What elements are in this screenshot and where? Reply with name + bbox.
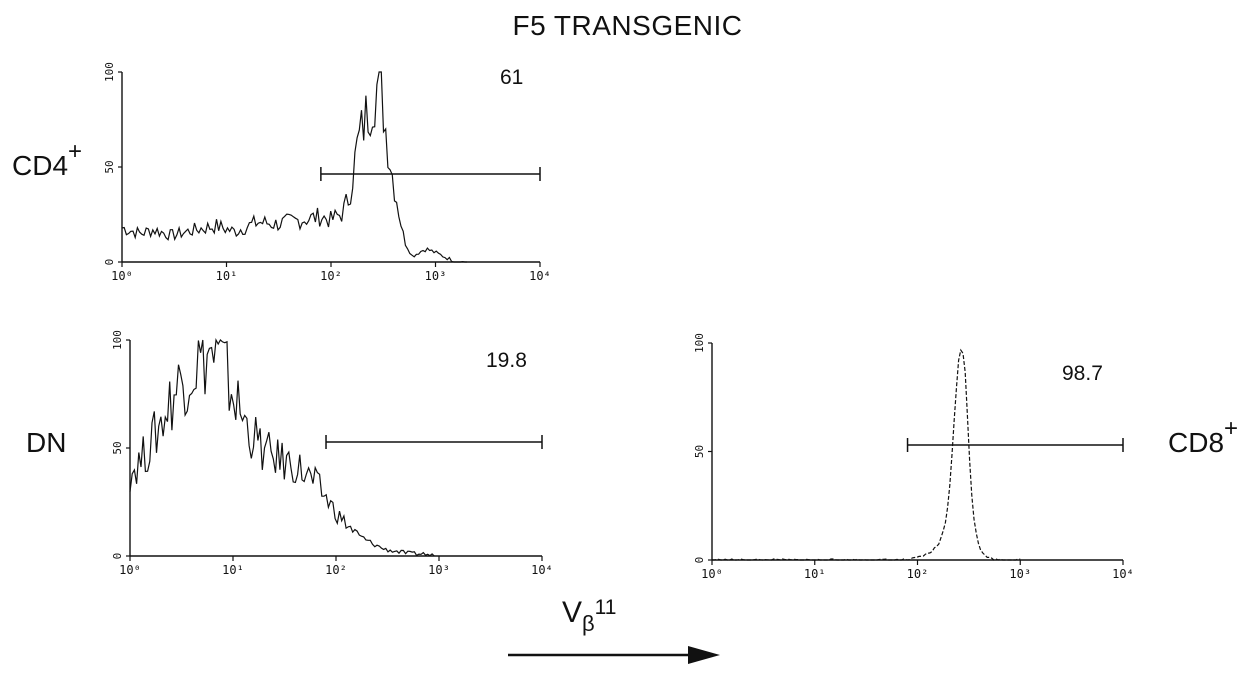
x-tick-label: 10³ <box>425 269 447 283</box>
x-tick-label: 10¹ <box>216 269 238 283</box>
histogram-trace <box>711 348 1021 561</box>
y-tick-label: 0 <box>111 553 124 560</box>
x-axis-label: Vβ11 <box>562 596 617 636</box>
y-tick-label: 100 <box>693 333 706 353</box>
x-tick-label: 10¹ <box>222 563 244 577</box>
percent-positive-cd8: 98.7 <box>1062 362 1103 385</box>
y-tick-label: 100 <box>103 62 116 82</box>
y-tick-label: 50 <box>693 445 706 458</box>
percent-positive-cd4: 61 <box>500 66 524 89</box>
y-tick-label: 0 <box>103 259 116 266</box>
arrow-head-icon <box>688 646 720 664</box>
histogram-panel-1: 0 50 100 10⁰ 10¹ 10² 10³ 10⁴ <box>111 330 553 577</box>
x-tick-label: 10³ <box>1009 567 1031 581</box>
x-tick-label: 10² <box>325 563 347 577</box>
x-tick-label: 10¹ <box>804 567 826 581</box>
panel-label-cd8: CD8+ <box>1168 415 1239 458</box>
x-tick-label: 10⁰ <box>111 269 133 283</box>
x-tick-label: 10³ <box>428 563 450 577</box>
x-tick-label: 10⁴ <box>531 563 553 577</box>
panel-label-dn: DN <box>26 427 67 458</box>
histogram-panel-2: 0 50 100 10⁰ 10¹ 10² 10³ 10⁴ <box>693 333 1134 581</box>
y-tick-label: 50 <box>111 441 124 454</box>
panel-label-cd4: CD4+ <box>12 138 83 181</box>
percent-positive-dn: 19.8 <box>486 349 527 372</box>
y-tick-label: 100 <box>111 330 124 350</box>
x-tick-label: 10² <box>907 567 929 581</box>
x-tick-label: 10⁴ <box>1112 567 1134 581</box>
figure-title: F5 TRANSGENIC <box>512 10 743 41</box>
x-tick-label: 10⁰ <box>701 567 723 581</box>
y-tick-label: 0 <box>693 557 706 564</box>
histogram-trace <box>121 71 467 263</box>
histogram-panel-0: 0 50 100 10⁰ 10¹ 10² 10³ 10⁴ <box>103 62 551 283</box>
histogram-trace <box>129 338 435 557</box>
y-tick-label: 50 <box>103 160 116 173</box>
x-tick-label: 10⁴ <box>529 269 551 283</box>
x-tick-label: 10⁰ <box>119 563 141 577</box>
x-tick-label: 10² <box>320 269 342 283</box>
